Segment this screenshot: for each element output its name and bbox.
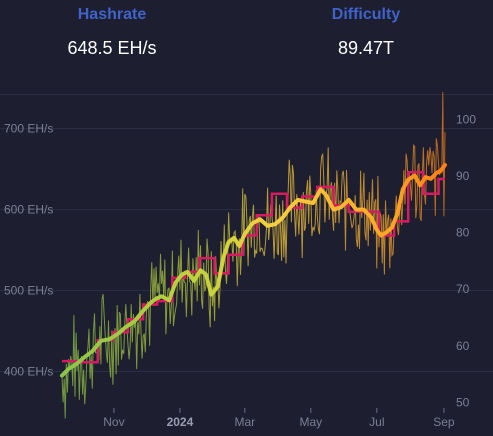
y-left-tick-label: 400 EH/s [4, 365, 53, 379]
hashrate-value: 648.5 EH/s [67, 38, 157, 58]
hashrate-daily-series [61, 92, 446, 419]
y-left-tick-label: 500 EH/s [4, 284, 53, 298]
y-left-tick-label: 600 EH/s [4, 203, 53, 217]
y-right-tick-label: 90 [456, 169, 470, 183]
y-right-tick-label: 80 [456, 226, 470, 240]
hashrate-label: Hashrate [77, 6, 147, 23]
difficulty-label: Difficulty [331, 6, 401, 23]
hashrate-average-series [60, 163, 447, 378]
x-tick-label: Sep [433, 415, 455, 429]
difficulty-step-line [62, 170, 445, 364]
y-right-tick-label: 60 [456, 339, 470, 353]
y-right-tick-label: 100 [456, 113, 476, 127]
y-left-tick-label: 700 EH/s [4, 122, 53, 136]
x-tick-label: Nov [103, 415, 124, 429]
y-right-tick-label: 70 [456, 282, 470, 296]
hashrate-average-line [60, 163, 447, 378]
x-tick-label: 2024 [167, 415, 194, 429]
y-axis-left: 400 EH/s 500 EH/s 600 EH/s 700 EH/s [4, 122, 53, 379]
x-tick-label: Jul [369, 415, 384, 429]
x-tick-label: May [300, 415, 323, 429]
y-axis-right: 50 60 70 80 90 100 [456, 113, 476, 410]
difficulty-series [62, 170, 445, 364]
x-tick-label: Mar [235, 415, 256, 429]
y-right-tick-label: 50 [456, 395, 470, 409]
difficulty-value: 89.47T [337, 38, 395, 58]
x-axis: Nov 2024 Mar May Jul Sep [103, 408, 455, 429]
hashrate-daily-line [61, 92, 446, 419]
